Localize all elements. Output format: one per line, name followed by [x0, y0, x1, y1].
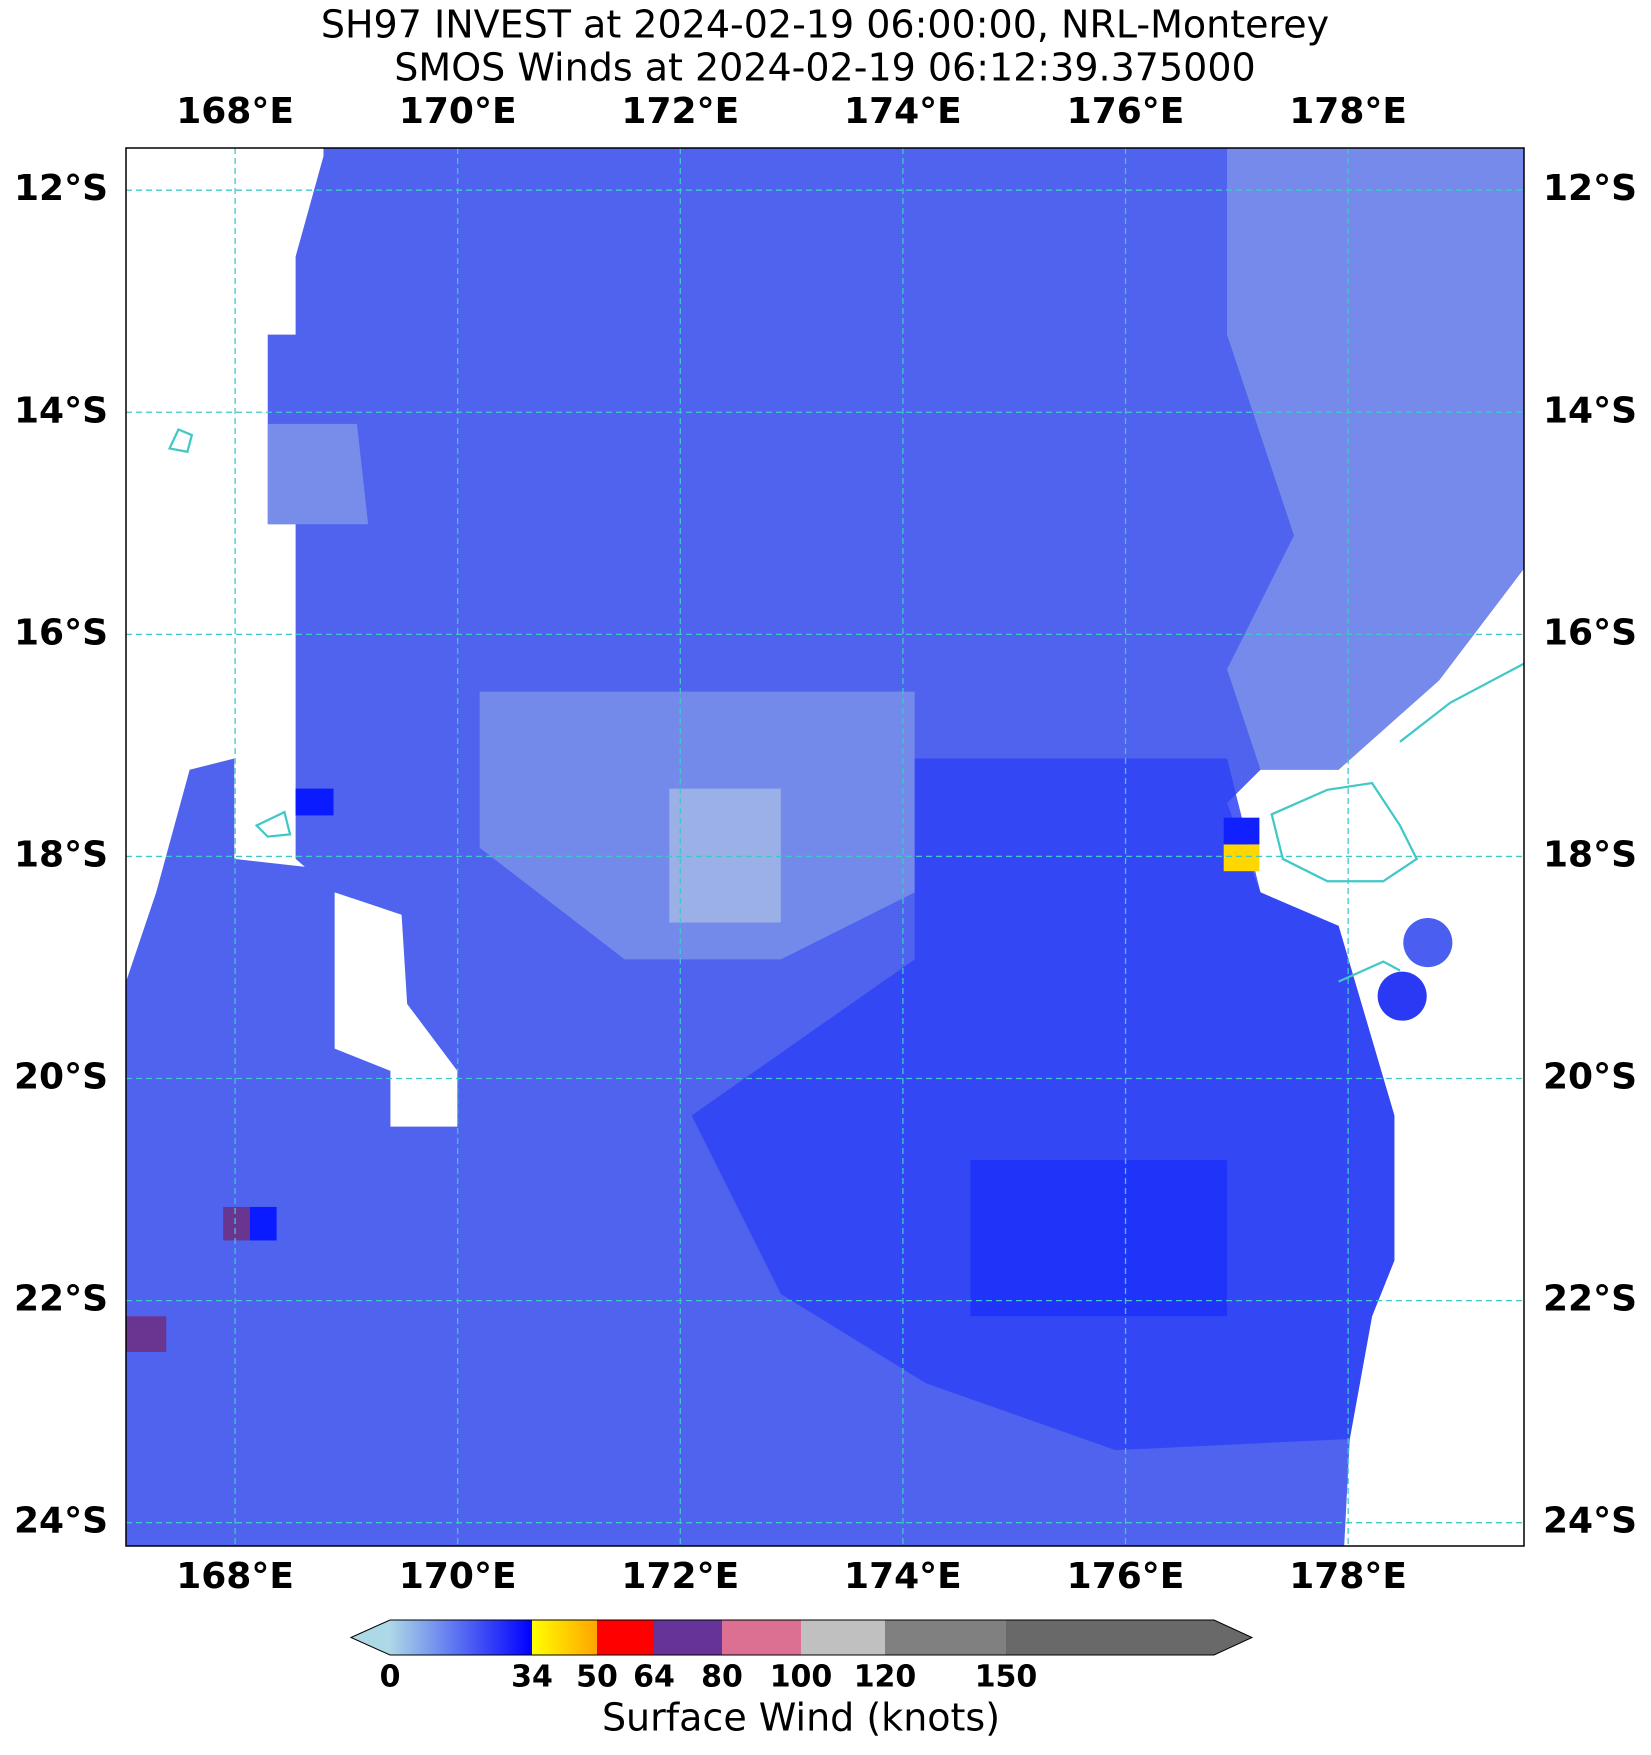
colorbar-tick-label: 120	[854, 1660, 917, 1695]
colorbar-extension	[351, 1620, 390, 1655]
colorbar-tick-label: 0	[380, 1660, 401, 1695]
lon-tick-label: 172°E	[621, 1556, 739, 1597]
lat-tick-label: 16°S	[14, 612, 108, 653]
plot-frame	[125, 147, 1525, 1547]
lat-tick-label: 22°S	[14, 1279, 108, 1320]
lon-tick-label: 174°E	[844, 1556, 962, 1597]
lat-tick-label: 14°S	[1543, 390, 1637, 431]
colorbar-segment	[654, 1620, 722, 1655]
lon-tick-label: 178°E	[1289, 1556, 1407, 1597]
colorbar-segment	[597, 1620, 654, 1655]
title-line: SH97 INVEST at 2024-02-19 06:00:00, NRL-…	[321, 3, 1329, 47]
colorbar-tick-label: 34	[511, 1660, 553, 1695]
lon-tick-label: 168°E	[176, 91, 294, 132]
colorbar-tick-label: 64	[633, 1660, 675, 1695]
lat-tick-label: 12°S	[1543, 168, 1637, 209]
colorbar-segment	[390, 1620, 532, 1655]
lon-tick-label: 174°E	[844, 91, 962, 132]
lon-tick-label: 172°E	[621, 91, 739, 132]
swath	[126, 148, 1524, 1546]
colorbar-tick-label: 150	[975, 1660, 1038, 1695]
lon-tick-label: 168°E	[176, 1556, 294, 1597]
colorbar-segment	[532, 1620, 597, 1655]
lat-tick-label: 14°S	[14, 390, 108, 431]
colorbar-tick-label: 100	[770, 1660, 833, 1695]
lon-tick-label: 178°E	[1289, 91, 1407, 132]
lat-tick-label: 24°S	[1543, 1501, 1637, 1542]
colorbar-segment	[722, 1620, 801, 1655]
colorbar-tick-label: 80	[701, 1660, 743, 1695]
colorbar-extension	[1006, 1620, 1252, 1655]
lat-tick-label: 12°S	[14, 168, 108, 209]
lon-tick-label: 176°E	[1067, 91, 1185, 132]
colorbar-outline	[349, 1619, 1254, 1656]
colorbar-label: Surface Wind (knots)	[602, 1696, 1000, 1740]
colorbar: 0 34 50 64 80 100 120 150	[349, 1619, 1254, 1695]
lat-tick-label: 24°S	[14, 1501, 108, 1542]
lon-tick-label: 170°E	[399, 1556, 517, 1597]
lat-tick-label: 16°S	[1543, 612, 1637, 653]
colorbar-segment	[801, 1620, 885, 1655]
lat-tick-label: 20°S	[1543, 1057, 1637, 1098]
grid	[126, 148, 1524, 1546]
lat-tick-label: 20°S	[14, 1057, 108, 1098]
lat-tick-label: 18°S	[14, 834, 108, 875]
lat-tick-label: 18°S	[1543, 834, 1637, 875]
colorbar-tick-label: 50	[576, 1660, 618, 1695]
title-line: SMOS Winds at 2024-02-19 06:12:39.375000	[394, 46, 1255, 90]
lat-tick-label: 22°S	[1543, 1279, 1637, 1320]
lon-tick-label: 170°E	[399, 91, 517, 132]
colorbar-segment	[885, 1620, 1006, 1655]
lon-tick-label: 176°E	[1067, 1556, 1185, 1597]
